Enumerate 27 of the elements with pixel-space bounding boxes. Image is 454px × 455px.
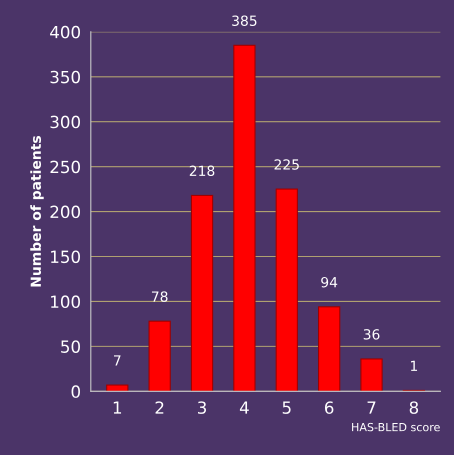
data-label: 225 (274, 159, 299, 170)
y-tick-label: 250 (50, 160, 80, 174)
x-tick-label: 3 (198, 401, 206, 414)
x-tick-label: 5 (282, 402, 291, 414)
y-tick-label: 50 (61, 340, 80, 353)
x-tick-label: 1 (114, 402, 122, 414)
y-axis-title: Number of patients (30, 136, 44, 286)
x-tick-label: 8 (410, 401, 418, 414)
y-tick-label: 0 (72, 385, 80, 398)
y-tick-label: 350 (50, 70, 80, 84)
data-label: 218 (190, 166, 214, 176)
data-label: 7 (114, 355, 121, 366)
x-tick-label: 2 (156, 401, 164, 414)
y-tick-label: 300 (50, 116, 80, 128)
x-tick-label: 7 (368, 402, 376, 414)
data-label: 94 (321, 276, 338, 288)
x-axis-title: HAS-BLED score (352, 422, 440, 432)
data-label: 385 (232, 15, 256, 26)
y-tick-label: 100 (51, 295, 80, 308)
x-tick-label: 4 (240, 402, 249, 414)
data-label: 1 (411, 360, 418, 371)
data-label: 78 (152, 291, 168, 302)
y-tick-label: 400 (50, 26, 80, 38)
y-tick-label: 150 (51, 250, 80, 264)
x-tick-label: 6 (325, 401, 334, 414)
data-label: 36 (364, 329, 380, 340)
y-tick-label: 200 (50, 206, 80, 218)
